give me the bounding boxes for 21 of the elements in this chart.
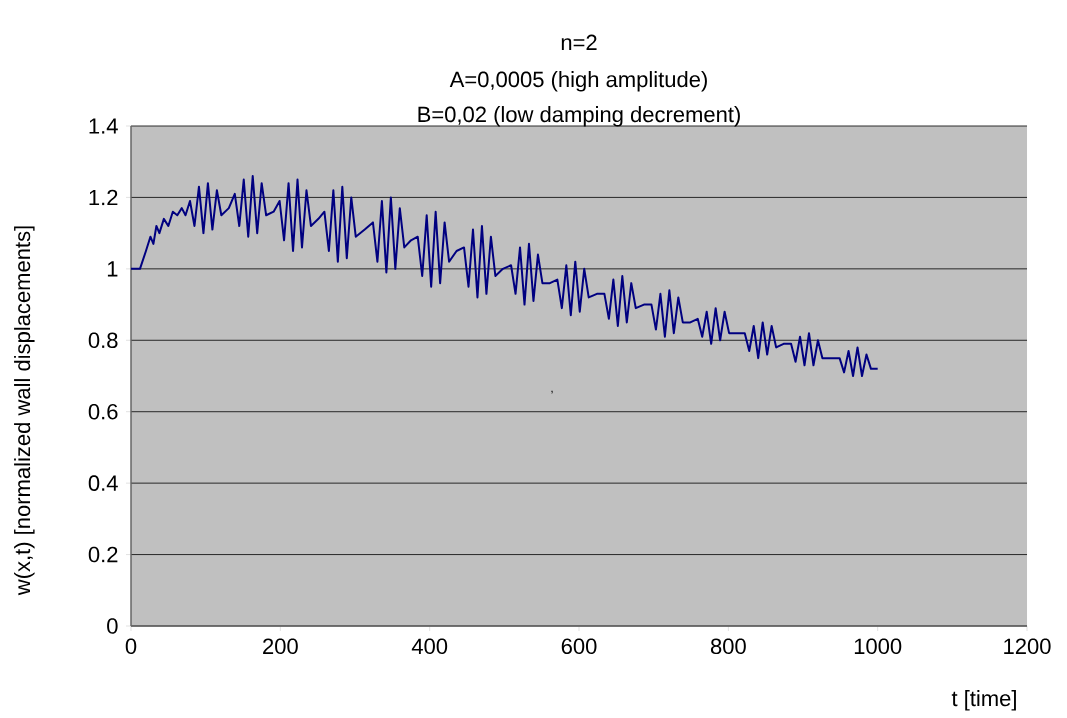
y-axis-title: w(x,t) [normalized wall displacements] [14,226,35,596]
y-tick-label: 1.2 [89,189,118,206]
x-tick-label: 0 [125,638,137,655]
x-tick-label: 200 [263,638,298,655]
y-tick-label: 0.8 [88,332,118,349]
x-axis-title: t [time] [951,690,1016,711]
annotation: B=0,02 (low damping decrement) [418,106,740,127]
x-tick-label: 800 [710,638,746,655]
x-tick-label: 600 [561,638,597,655]
x-tick-label: 400 [411,638,448,655]
y-tick-label: 1 [107,261,118,277]
x-tick-label: 1000 [854,638,902,655]
chart-title: n=2 [561,34,597,51]
y-tick-label: 0 [107,618,118,634]
annotation: , [551,390,553,394]
x-tick-label: 1200 [1004,638,1051,655]
y-tick-label: 0.4 [88,475,118,491]
y-tick-label: 0.2 [88,546,118,563]
y-tick-label: 0.6 [88,403,118,420]
y-tick-label: 1.4 [89,118,118,134]
chart-subtitle: A=0,0005 (high amplitude) [449,71,707,92]
